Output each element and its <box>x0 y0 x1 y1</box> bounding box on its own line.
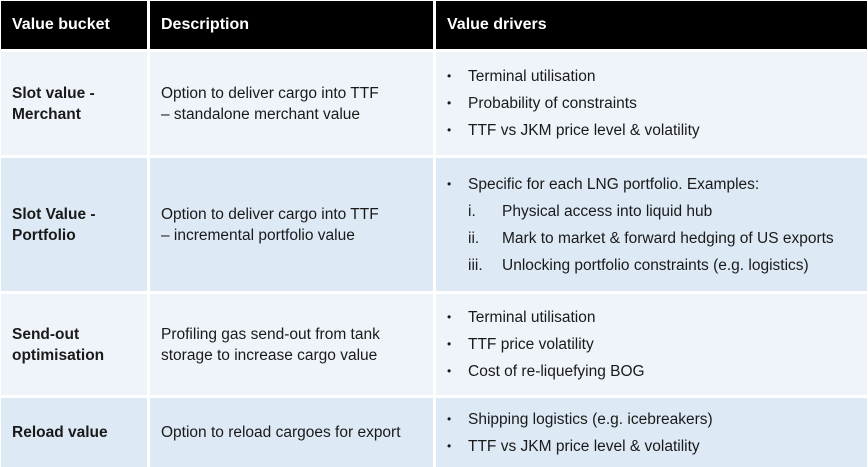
driver-sub-item: iii. Unlocking portfolio constraints (e.… <box>447 252 834 279</box>
driver-sub-item: i. Physical access into liquid hub <box>447 198 834 225</box>
bucket-slot-value-portfolio: Slot Value - Portfolio <box>1 158 147 291</box>
drivers-send-out-optimisation: Terminal utilisation TTF price volatilit… <box>436 294 867 395</box>
bucket-line: Send-out <box>12 325 80 343</box>
bucket-line: Slot Value - <box>12 205 96 223</box>
sub-item-text: Unlocking portfolio constraints (e.g. lo… <box>502 256 809 274</box>
bucket-line: Reload value <box>12 424 108 441</box>
drivers-slot-value-merchant: Terminal utilisation Probability of cons… <box>436 52 867 155</box>
driver-item: TTF vs JKM price level & volatility <box>447 433 713 460</box>
driver-item: Terminal utilisation <box>447 304 645 331</box>
drivers-list: Specific for each LNG portfolio. Example… <box>447 171 834 279</box>
header-value-drivers: Value drivers <box>436 1 867 49</box>
driver-item: Cost of re-liquefying BOG <box>447 358 645 385</box>
drivers-list: Shipping logistics (e.g. icebreakers) TT… <box>447 406 713 460</box>
header-value-bucket: Value bucket <box>1 1 147 49</box>
bucket-line: Slot value - <box>12 84 95 102</box>
bucket-line: Merchant <box>12 105 81 123</box>
driver-item: TTF vs JKM price level & volatility <box>447 117 700 144</box>
drivers-reload-value: Shipping logistics (e.g. icebreakers) TT… <box>436 398 867 467</box>
driver-item: Probability of constraints <box>447 90 700 117</box>
description-line: Profiling gas send-out from tank <box>161 325 380 343</box>
bucket-line: optimisation <box>12 346 105 364</box>
drivers-list: Terminal utilisation TTF price volatilit… <box>447 304 645 385</box>
description-slot-value-merchant: Option to deliver cargo into TTF – stand… <box>150 52 433 155</box>
driver-item: Shipping logistics (e.g. icebreakers) <box>447 406 713 433</box>
header-description: Description <box>150 1 433 49</box>
description-slot-value-portfolio: Option to deliver cargo into TTF – incre… <box>150 158 433 291</box>
driver-item: TTF price volatility <box>447 331 645 358</box>
description-line: storage to increase cargo value <box>161 346 378 364</box>
sub-item-text: Physical access into liquid hub <box>502 202 713 220</box>
drivers-list: Terminal utilisation Probability of cons… <box>447 63 700 144</box>
sub-item-number: iii. <box>468 256 483 274</box>
sub-item-number: i. <box>468 202 476 220</box>
driver-item: Specific for each LNG portfolio. Example… <box>447 171 834 198</box>
bucket-send-out-optimisation: Send-out optimisation <box>1 294 147 395</box>
description-send-out-optimisation: Profiling gas send-out from tank storage… <box>150 294 433 395</box>
description-line: – incremental portfolio value <box>161 226 355 244</box>
driver-item: Terminal utilisation <box>447 63 700 90</box>
description-line: – standalone merchant value <box>161 105 361 123</box>
driver-sub-item: ii. Mark to market & forward hedging of … <box>447 225 834 252</box>
description-line: Option to reload cargoes for export <box>161 424 401 441</box>
bucket-line: Portfolio <box>12 226 76 244</box>
drivers-slot-value-portfolio: Specific for each LNG portfolio. Example… <box>436 158 867 291</box>
description-reload-value: Option to reload cargoes for export <box>150 398 433 467</box>
sub-item-text: Mark to market & forward hedging of US e… <box>502 229 834 247</box>
bucket-slot-value-merchant: Slot value - Merchant <box>1 52 147 155</box>
sub-item-number: ii. <box>468 229 480 247</box>
bucket-reload-value: Reload value <box>1 398 147 467</box>
description-line: Option to deliver cargo into TTF <box>161 205 379 223</box>
description-line: Option to deliver cargo into TTF <box>161 84 379 102</box>
